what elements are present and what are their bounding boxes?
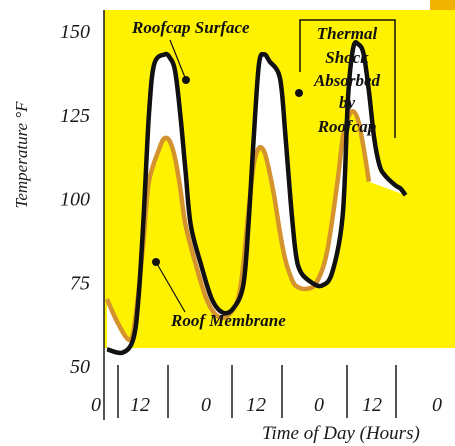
- x-tick-label-0: 0: [91, 394, 101, 416]
- y-tick-label-50: 50: [70, 356, 90, 378]
- corner-patch: [430, 0, 455, 10]
- thermal-shock-line-4: by: [339, 93, 356, 112]
- thermal-shock-bracket: [299, 19, 396, 138]
- x-tick-label-2: 0: [201, 394, 211, 416]
- series-line-roofcap-surface: [106, 40, 408, 356]
- x-tick-label-5: 12: [362, 394, 382, 416]
- thermal-shock-line-2: Shock: [325, 48, 369, 67]
- thermal-shock-line-5: Roofcap: [317, 117, 377, 136]
- thermal-shock-line-3: Absorbed: [313, 71, 381, 90]
- y-axis-label: Temperature °F: [12, 101, 31, 209]
- x-tick-label-1: 12: [130, 394, 150, 416]
- x-tick-label-4: 0: [314, 394, 324, 416]
- series-lines: [104, 40, 408, 356]
- thermal-shock-line-1: Thermal: [317, 24, 378, 43]
- annotation-thermal-shock: Thermal Shock Absorbed by Roofcap: [299, 19, 396, 138]
- membrane-pointer-dot: [152, 258, 160, 266]
- x-tick-label-6: 0: [432, 394, 442, 416]
- x-tick-labels: 0 12 0 12 0 12 0: [91, 365, 442, 418]
- surface-pointer-line: [169, 39, 187, 81]
- x-tick-label-3: 12: [246, 394, 266, 416]
- surface-pointer-dot: [182, 76, 190, 84]
- y-tick-label-75: 75: [70, 272, 90, 294]
- y-tick-label-150: 150: [60, 21, 90, 43]
- annotation-roof-membrane: Roof Membrane: [170, 311, 286, 330]
- y-tick-label-125: 125: [60, 105, 90, 127]
- x-axis-label: Time of Day (Hours): [262, 423, 420, 444]
- y-tick-labels: 150 125 100 75 50: [60, 21, 90, 378]
- thermal-shock-pointer-dot: [295, 89, 303, 97]
- membrane-pointer-line: [155, 261, 186, 313]
- annotation-roofcap-surface: Roofcap Surface: [131, 18, 250, 37]
- y-tick-label-100: 100: [60, 189, 90, 211]
- annotation-pointers: [152, 39, 303, 313]
